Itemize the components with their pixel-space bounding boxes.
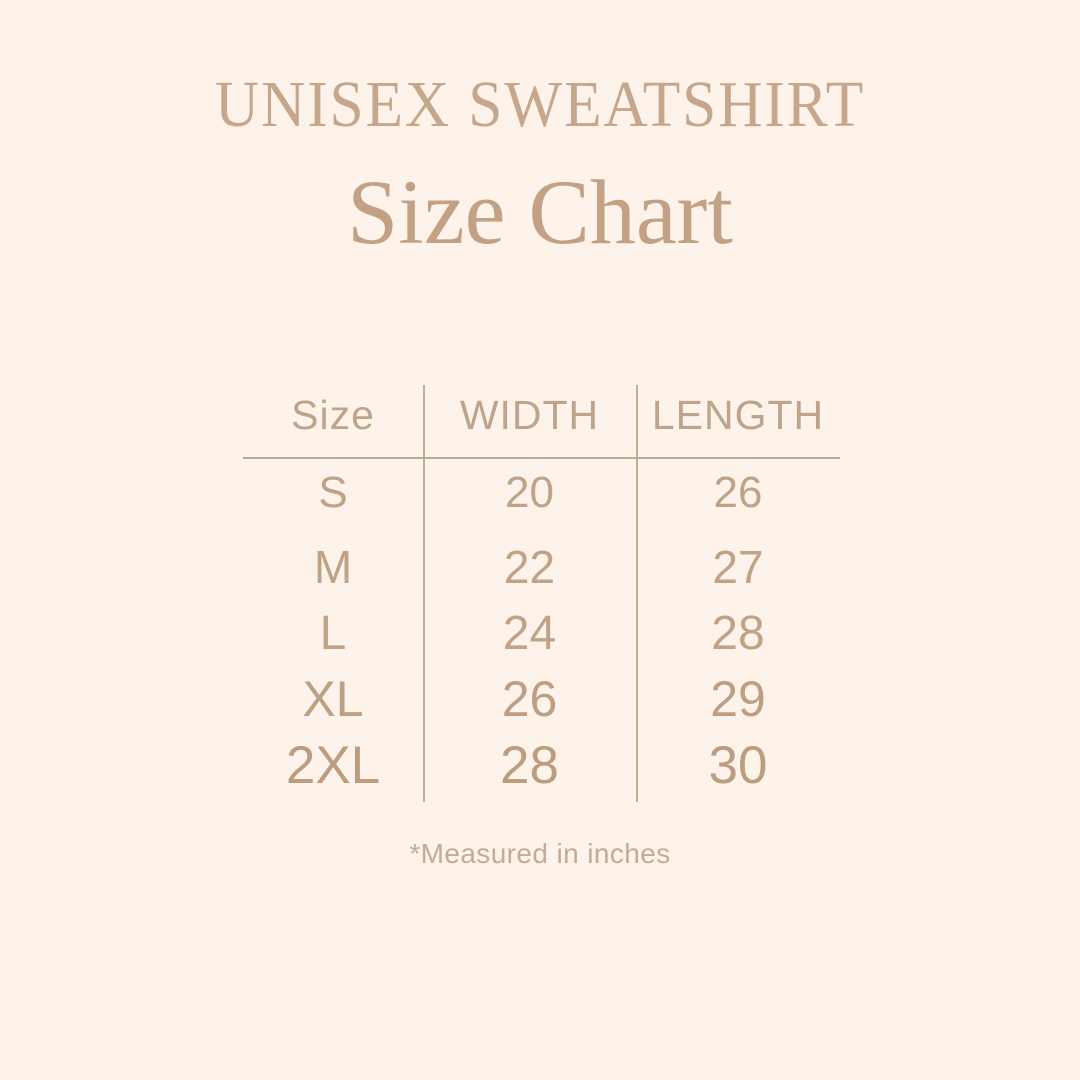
header-length: LENGTH (651, 391, 825, 438)
cell-width: 22 (503, 541, 556, 593)
header-divider (243, 457, 840, 459)
cell-size: XL (302, 671, 364, 727)
cell-length: 29 (710, 671, 766, 727)
size-table: Size WIDTH LENGTH S 20 26 M 22 27 L 24 2… (243, 378, 840, 802)
cell-size: L (319, 606, 347, 660)
header-width: WIDTH (459, 391, 600, 438)
heading-block: UNISEX SWEATSHIRT Size Chart (0, 68, 1080, 263)
table-row: L 24 28 (243, 600, 840, 666)
cell-length: 27 (712, 541, 764, 593)
cell-width: 28 (500, 735, 559, 795)
table-header-row: Size WIDTH LENGTH (243, 378, 840, 452)
cell-size: 2XL (285, 735, 381, 795)
cell-width: 24 (502, 606, 557, 660)
column-divider-2 (636, 385, 638, 802)
cell-length: 26 (713, 468, 763, 517)
table-row: 2XL 28 30 (243, 732, 840, 798)
cell-width: 26 (501, 671, 558, 727)
cell-length: 30 (708, 735, 768, 795)
cell-length: 28 (711, 606, 765, 660)
column-divider-1 (423, 385, 425, 802)
table-row: S 20 26 (243, 452, 840, 534)
table-row: M 22 27 (243, 534, 840, 600)
table-row: XL 26 29 (243, 666, 840, 732)
cell-width: 20 (505, 468, 554, 517)
cell-size: M (313, 541, 353, 593)
page-title: UNISEX SWEATSHIRT (214, 68, 866, 141)
measurement-footnote: *Measured in inches (409, 838, 671, 869)
table-grid: Size WIDTH LENGTH S 20 26 M 22 27 L 24 2… (243, 378, 840, 798)
page-subtitle: Size Chart (347, 161, 733, 263)
header-size: Size (291, 391, 375, 438)
cell-size: S (318, 468, 348, 517)
